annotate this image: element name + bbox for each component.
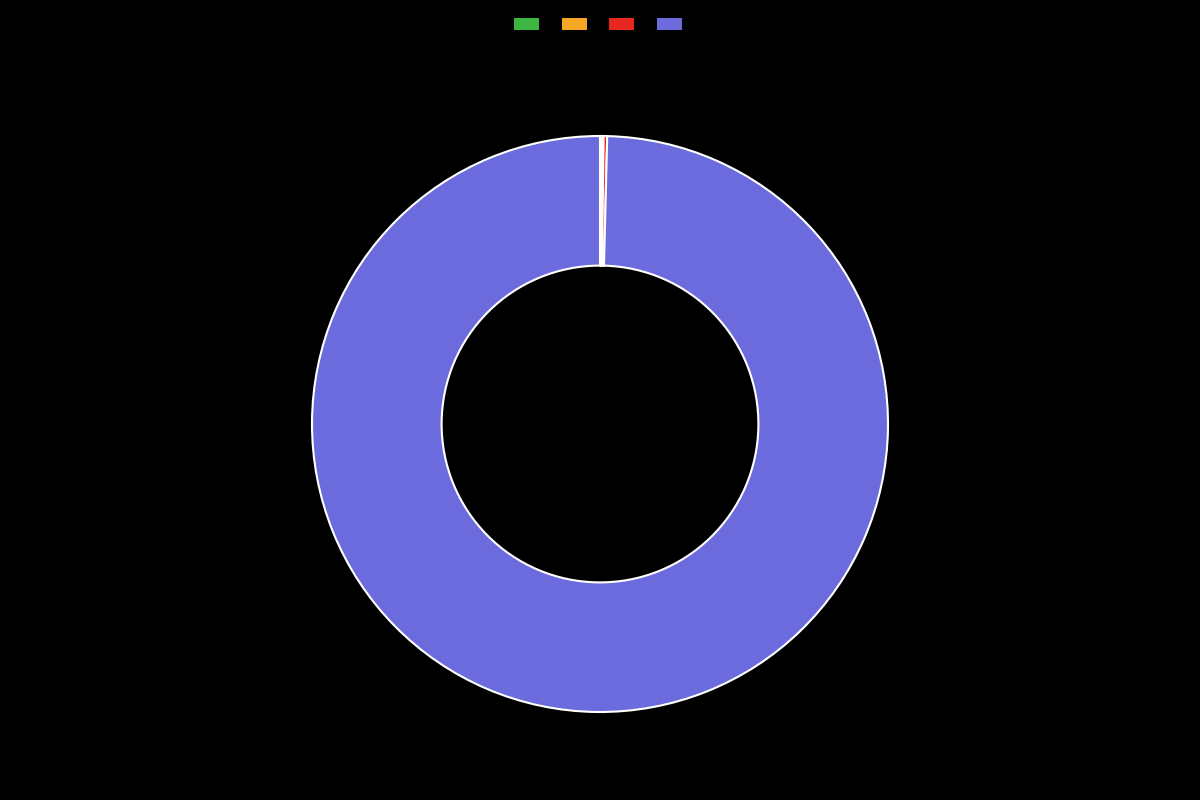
Wedge shape (602, 136, 607, 266)
Wedge shape (312, 136, 888, 712)
Legend: , , , : , , , (509, 13, 691, 36)
Wedge shape (600, 136, 602, 266)
Wedge shape (601, 136, 604, 266)
